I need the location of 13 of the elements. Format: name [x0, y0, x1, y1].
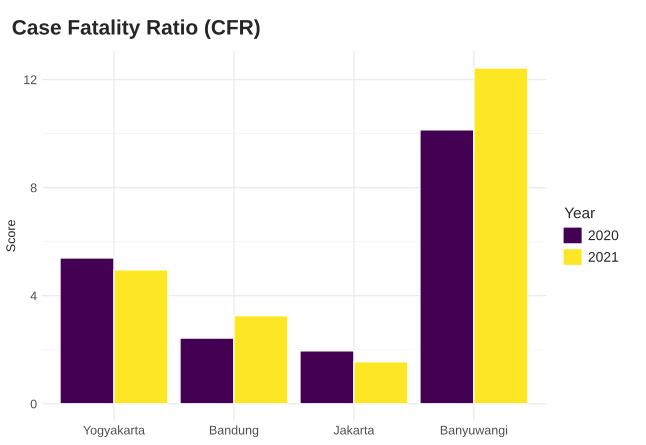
- x-tick-label: Yogyakarta: [83, 425, 146, 438]
- legend-label: 2020: [588, 230, 618, 240]
- legend-title: Year: [564, 208, 595, 218]
- legend-label: 2021: [588, 252, 618, 262]
- x-tick-label: Bandung: [210, 425, 258, 438]
- chart-title: Case Fatality Ratio (CFR): [12, 19, 260, 39]
- y-axis-title: Score: [6, 220, 16, 252]
- y-tick-label: 4: [30, 292, 37, 300]
- x-tick-label: Jakarta: [334, 425, 374, 435]
- y-tick-label: 8: [30, 183, 37, 192]
- y-tick-label: 0: [30, 400, 37, 408]
- x-tick-label: Banyuwangi: [440, 425, 508, 438]
- y-tick-label: 12: [24, 75, 37, 84]
